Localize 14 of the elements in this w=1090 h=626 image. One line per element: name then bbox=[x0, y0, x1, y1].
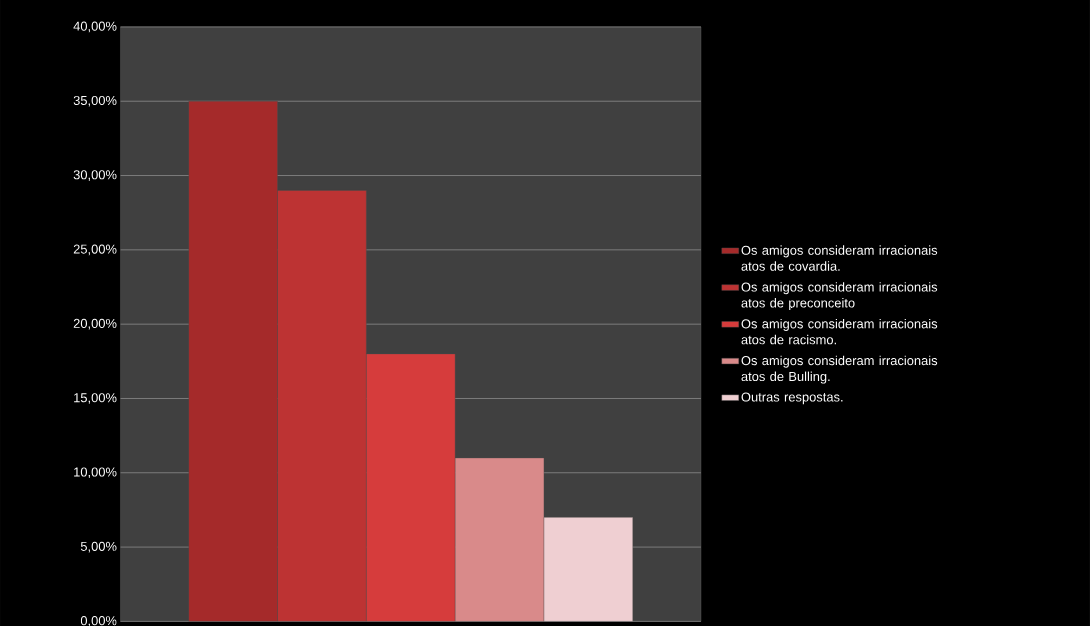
y-tick-label: 0,00% bbox=[80, 615, 117, 626]
legend-label: Os amigos consideram irracionais atos de covardia. bbox=[741, 245, 938, 271]
y-tick-label: 5,00% bbox=[80, 541, 117, 553]
y-tick-label: 20,00% bbox=[73, 318, 117, 330]
legend-label: Os amigos consideram irracionais atos de Bulling. bbox=[741, 355, 938, 384]
y-tick-label: 15,00% bbox=[74, 392, 117, 404]
y-tick-label: 35,00% bbox=[73, 95, 117, 107]
legend-label: Outras respostas. bbox=[741, 392, 843, 404]
legend-label: Os amigos consideram irracionais atos de preconceito bbox=[741, 281, 938, 310]
legend-label: Os amigos consideram irracionais atos de racismo. bbox=[741, 318, 938, 345]
y-tick-label: 30,00% bbox=[73, 170, 117, 181]
y-tick-label: 25,00% bbox=[73, 244, 117, 255]
y-tick-label: 40,00% bbox=[73, 21, 117, 33]
y-tick-label: 10,00% bbox=[74, 467, 117, 478]
